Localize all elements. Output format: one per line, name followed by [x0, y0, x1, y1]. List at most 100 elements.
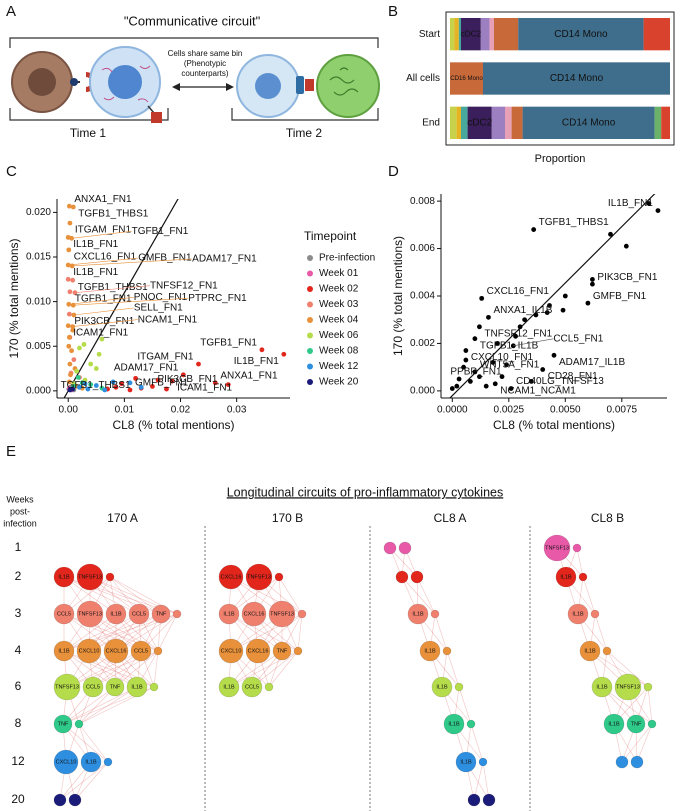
node: [383, 541, 397, 555]
point-label: IL1B_FN1: [73, 239, 118, 250]
y-tick-label: 0.000: [26, 386, 51, 397]
point: [477, 324, 482, 330]
point-label: TGFB1_THBS1: [78, 282, 148, 293]
node: [245, 563, 273, 591]
point-label: ICAM1_FN1: [73, 327, 128, 338]
edge: [63, 613, 140, 652]
point-label: SELL_FN1: [134, 303, 183, 314]
node: [76, 600, 104, 628]
point: [467, 378, 473, 384]
segment-label: CD14 Mono: [562, 117, 616, 128]
node-label: CCL5: [134, 648, 148, 654]
point: [70, 204, 76, 210]
legend-swatch: [307, 332, 313, 339]
point-label: TNFSF12_FN1: [484, 328, 552, 339]
node: [579, 640, 601, 662]
node: [466, 719, 476, 729]
node: [398, 541, 412, 555]
edge: [268, 650, 299, 688]
node: [543, 534, 571, 562]
legend-label: Week 12: [319, 361, 359, 372]
bar-segment: [456, 106, 461, 139]
point: [560, 307, 566, 313]
node: [578, 572, 588, 582]
nodes: IL1B TNFSF13 CCL5 TNFSF13 IL1B CCL5 TNF IL1B CXC…: [53, 534, 657, 807]
point: [68, 372, 73, 378]
point: [522, 317, 528, 323]
point-label: PNOC_FN1: [134, 292, 188, 303]
point: [540, 367, 546, 372]
bracket: [231, 108, 379, 121]
point: [590, 281, 595, 287]
point: [499, 374, 505, 380]
point: [508, 386, 514, 391]
edge: [59, 761, 109, 801]
node-label: IL1B: [448, 721, 460, 727]
node-label: IL1B: [608, 721, 620, 727]
x-tick-label: 0.0050: [550, 405, 581, 416]
point-label: WNT5A_FN1: [480, 360, 540, 371]
node: [615, 755, 629, 769]
point: [463, 357, 469, 363]
node: [430, 609, 440, 619]
nucleus: [108, 65, 142, 99]
point: [150, 383, 155, 389]
point: [180, 372, 186, 378]
point: [93, 366, 99, 371]
point: [71, 357, 77, 363]
point: [490, 360, 496, 365]
point: [88, 382, 94, 388]
node-label: CXCL10: [79, 648, 100, 654]
node-label: TNF: [277, 648, 288, 654]
edge: [594, 613, 608, 652]
y-tick-label: 0.006: [410, 243, 435, 254]
leader-line: [73, 297, 189, 306]
node: [274, 572, 284, 582]
y-axis-label: 170 (% total mentions): [391, 236, 405, 356]
legend-label: Week 06: [319, 330, 359, 341]
node-label: CCL5: [132, 611, 146, 617]
receptor: [151, 112, 162, 123]
y-tick-label: 0.002: [410, 338, 435, 349]
node: [172, 609, 182, 619]
node-label: IL1B: [223, 611, 235, 617]
point: [110, 379, 116, 385]
nucleus: [28, 68, 56, 96]
node: [218, 603, 240, 625]
node-label: TNFSF13: [616, 684, 640, 690]
point: [486, 314, 491, 320]
edge: [228, 613, 283, 652]
point: [82, 381, 88, 387]
bar-segment: [450, 106, 457, 139]
leader-line: [71, 230, 132, 239]
point: [449, 386, 455, 391]
node-label: TNFSF13: [78, 574, 102, 580]
node: [245, 638, 271, 664]
node: [572, 543, 582, 553]
point: [456, 376, 462, 382]
edge: [109, 576, 162, 615]
legend-label: Week 01: [319, 268, 359, 279]
point-label: CXCL16_FN1: [74, 252, 137, 263]
legend-label: Pre-infection: [319, 253, 375, 264]
node-label: TNFSF13: [545, 545, 569, 551]
point-label: TNFSF12_FN1: [150, 280, 218, 291]
bar-segment: [643, 18, 670, 51]
legend-swatch: [307, 286, 313, 292]
ligand: [305, 79, 314, 91]
node: [241, 601, 267, 627]
node: [614, 673, 642, 701]
node: [105, 572, 115, 582]
bar-segment: [450, 62, 483, 95]
point-label: CD40LG_TNFSF13: [516, 376, 604, 387]
edge: [401, 576, 436, 615]
point: [66, 203, 72, 209]
edge: [582, 576, 596, 615]
point: [164, 386, 169, 392]
time-label: Time 2: [286, 126, 323, 140]
bar-segment: [489, 18, 494, 51]
note: Cells share same bin: [168, 49, 243, 58]
node: [478, 757, 488, 767]
node: [151, 604, 171, 624]
point: [517, 324, 523, 330]
